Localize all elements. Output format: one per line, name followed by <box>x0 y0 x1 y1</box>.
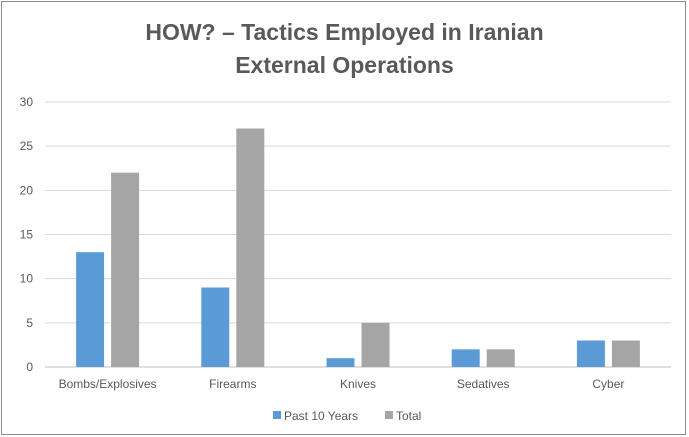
y-tick-label: 20 <box>20 183 34 197</box>
chart-title-line-2: External Operations <box>235 52 454 78</box>
bar-past-10-years <box>76 252 105 367</box>
bar-total <box>111 172 140 367</box>
x-tick-label: Bombs/Explosives <box>59 377 157 391</box>
legend-label: Past 10 Years <box>284 409 358 423</box>
bar-total <box>486 349 515 367</box>
y-tick-label: 25 <box>20 139 34 153</box>
y-tick-label: 30 <box>20 95 34 109</box>
y-tick-label: 5 <box>26 316 33 330</box>
bar-past-10-years <box>451 349 480 367</box>
bar-past-10-years <box>326 358 355 367</box>
legend-swatch <box>273 411 281 419</box>
chart-title-line-1: HOW? – Tactics Employed in Iranian <box>145 19 544 45</box>
y-tick-label: 10 <box>20 272 34 286</box>
y-tick-label: 15 <box>20 228 34 242</box>
x-tick-label: Sedatives <box>457 377 510 391</box>
bar-past-10-years <box>201 287 230 367</box>
bar-total <box>236 128 265 367</box>
chart-title: HOW? – Tactics Employed in Iranian Exter… <box>0 16 689 82</box>
legend-swatch <box>385 411 393 419</box>
bar-total <box>361 322 390 367</box>
x-tick-label: Firearms <box>209 377 256 391</box>
y-tick-label: 0 <box>26 360 33 374</box>
x-tick-label: Knives <box>340 377 376 391</box>
bar-total <box>611 340 640 367</box>
bar-past-10-years <box>576 340 605 367</box>
legend-label: Total <box>396 409 421 423</box>
x-tick-label: Cyber <box>592 377 624 391</box>
